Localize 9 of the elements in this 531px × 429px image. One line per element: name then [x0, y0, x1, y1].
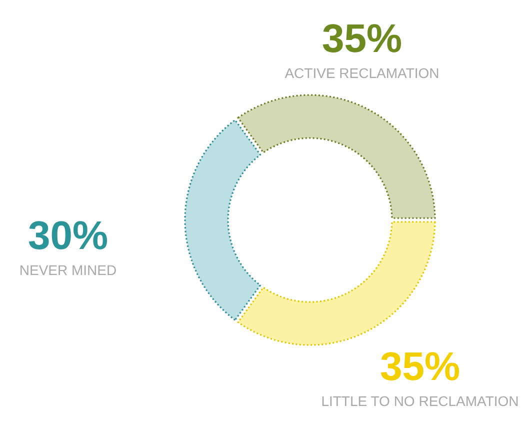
donut-slice: [184, 119, 262, 321]
donut-slice: [237, 94, 436, 219]
data-label: 35%: [322, 17, 402, 61]
slice-label: NEVER MINED: [19, 262, 117, 278]
slice-label: ACTIVE RECLAMATION: [284, 65, 440, 81]
slice-label: LITTLE TO NO RECLAMATION: [321, 393, 519, 409]
data-label: 35%: [380, 345, 460, 389]
data-label: 30%: [28, 214, 108, 258]
donut-slice: [237, 221, 436, 346]
